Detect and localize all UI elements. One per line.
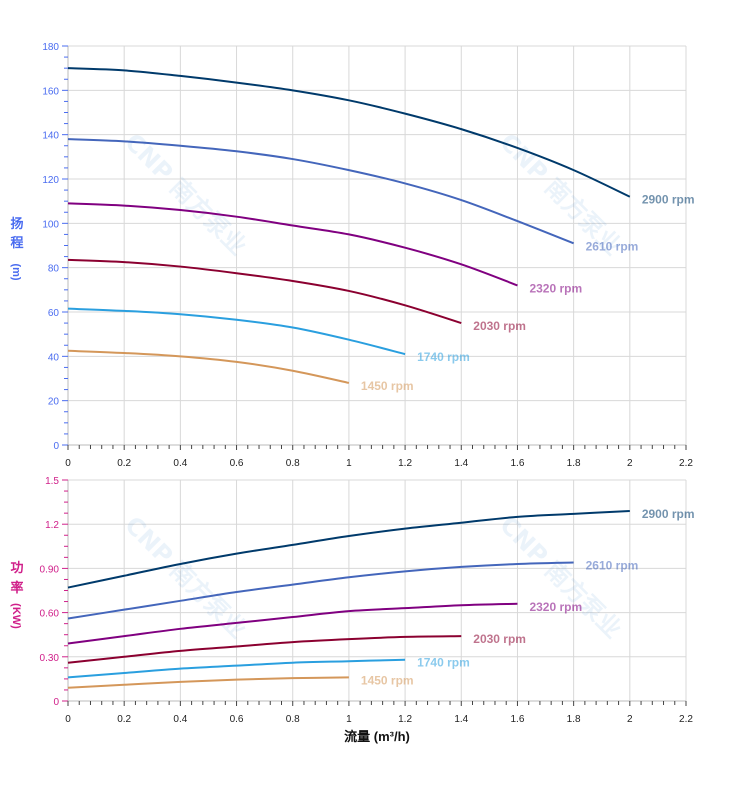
- series-line: [67, 258, 462, 325]
- y-tick-label: 120: [42, 175, 59, 186]
- series-2030-rpm: 2030 rpm: [67, 632, 526, 664]
- power-chart: 0 0.30 0.60 0.90 1.2 1.5 0 0.2 0.4 0.6 0.8 1 1.2 1.4 1…: [10, 476, 695, 744]
- series-line: [67, 138, 575, 245]
- watermark-logo: CNP 南方泵业: [494, 511, 627, 644]
- y-axis-label: 程: [10, 235, 23, 250]
- y-axis-label: 功: [10, 560, 23, 575]
- y-axis-label: 率: [10, 580, 23, 595]
- series-1740-rpm: 1740 rpm: [67, 656, 470, 679]
- series-line: [67, 658, 406, 679]
- y-tick-label: 40: [48, 352, 60, 363]
- series-label: 1450 rpm: [361, 673, 414, 687]
- series-line: [67, 602, 518, 645]
- x-tick-label: 0.6: [230, 458, 244, 469]
- x-tick-label: 1: [346, 458, 352, 469]
- series-label: 2900 rpm: [642, 507, 695, 521]
- y-tick-label: 0: [53, 697, 59, 708]
- y-tick-label: 0.90: [40, 564, 60, 575]
- series-label: 2610 rpm: [586, 559, 639, 573]
- x-tick-label: 0: [65, 458, 71, 469]
- series-label: 2030 rpm: [473, 319, 526, 333]
- series-label: 2320 rpm: [529, 600, 582, 614]
- x-tick-label: 1.2: [398, 714, 412, 725]
- series-2320-rpm: 2320 rpm: [67, 600, 582, 645]
- x-tick-label: 1: [346, 714, 352, 725]
- head-chart: 0 20 40 60 80 100 120 140 160 180 0 0.2 0.4 0.6 0.8 1 1.…: [10, 42, 695, 469]
- series-line: [67, 67, 631, 198]
- series-line: [67, 561, 574, 620]
- y-tick-label: 80: [48, 264, 60, 275]
- x-tick-label: 2.2: [679, 714, 693, 725]
- series-label: 2610 rpm: [586, 239, 639, 253]
- x-tick-label: 0: [65, 714, 71, 725]
- watermark-logo: CNP 南方泵业: [119, 128, 252, 261]
- series-line: [67, 202, 518, 287]
- y-tick-label: 180: [42, 42, 59, 53]
- series-line: [67, 349, 350, 384]
- series-2610-rpm: 2610 rpm: [67, 138, 639, 253]
- series-label: 2030 rpm: [473, 632, 526, 646]
- x-tick-label: 1.4: [454, 714, 468, 725]
- y-tick-label: 0.30: [40, 653, 60, 664]
- y-tick-label: 0.60: [40, 609, 60, 620]
- x-tick-label: 1.2: [398, 458, 412, 469]
- x-tick-label: 1.4: [454, 458, 468, 469]
- y-tick-label: 60: [48, 308, 60, 319]
- series-label: 1450 rpm: [361, 379, 414, 393]
- x-tick-label: 1.6: [511, 714, 525, 725]
- x-tick-label: 0.8: [286, 714, 300, 725]
- series-line: [67, 635, 462, 664]
- y-tick-label: 20: [48, 397, 60, 408]
- series-1450-rpm: 1450 rpm: [67, 349, 414, 393]
- series-1450-rpm: 1450 rpm: [67, 673, 414, 689]
- x-tick-label: 2: [627, 458, 633, 469]
- x-axis-label: 流量 (m³/h): [344, 729, 410, 744]
- x-tick-label: 2.2: [679, 458, 693, 469]
- x-tick-label: 0.2: [117, 458, 131, 469]
- y-tick-label: 0: [53, 441, 59, 452]
- x-tick-label: 0.4: [173, 458, 187, 469]
- series-2030-rpm: 2030 rpm: [67, 258, 526, 333]
- x-tick-label: 0.6: [230, 714, 244, 725]
- x-tick-label: 1.6: [511, 458, 525, 469]
- x-tick-label: 0.4: [173, 714, 187, 725]
- series-label: 2320 rpm: [529, 281, 582, 295]
- y-tick-label: 1.5: [45, 476, 59, 487]
- x-tick-label: 0.8: [286, 458, 300, 469]
- y-axis-unit: (KW): [10, 603, 22, 629]
- series-1740-rpm: 1740 rpm: [67, 307, 470, 364]
- series-label: 2900 rpm: [642, 193, 695, 207]
- series-label: 1740 rpm: [417, 656, 470, 670]
- y-tick-label: 140: [42, 131, 59, 142]
- y-tick-label: 1.2: [45, 520, 59, 531]
- x-tick-label: 1.8: [567, 714, 581, 725]
- y-tick-label: 160: [42, 86, 59, 97]
- x-tick-label: 0.2: [117, 714, 131, 725]
- series-2610-rpm: 2610 rpm: [67, 559, 639, 620]
- series-line: [67, 509, 630, 589]
- gridlines: [68, 479, 687, 702]
- x-tick-label: 1.8: [567, 458, 581, 469]
- series-label: 1740 rpm: [417, 350, 470, 364]
- series-line: [67, 307, 406, 356]
- series-line: [67, 676, 349, 689]
- series-2900-rpm: 2900 rpm: [67, 507, 695, 589]
- series-2900-rpm: 2900 rpm: [67, 67, 695, 207]
- y-tick-label: 100: [42, 219, 59, 230]
- y-axis-unit: (m): [10, 263, 22, 280]
- y-axis-label: 扬: [10, 216, 23, 231]
- series-2320-rpm: 2320 rpm: [67, 202, 582, 295]
- x-tick-label: 2: [627, 714, 633, 725]
